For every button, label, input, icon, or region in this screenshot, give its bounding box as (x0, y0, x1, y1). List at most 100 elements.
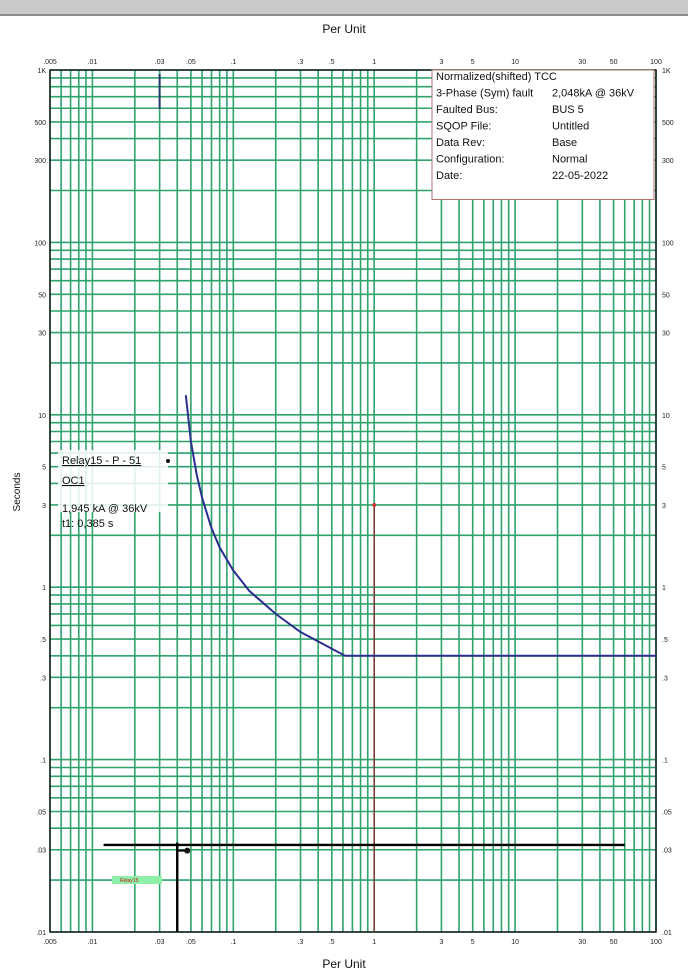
info-key: Date: (436, 170, 462, 182)
relay-name-dot (166, 459, 170, 463)
y-tick-label: 100 (34, 240, 46, 247)
info-value: Normal (552, 154, 587, 166)
x-tick-label: .03 (155, 939, 165, 946)
y-tick-label: 50 (38, 292, 46, 299)
x-tick-label: 50 (610, 59, 618, 66)
y-tick-label: 5 (662, 465, 666, 472)
y-tick-label: 30 (662, 331, 670, 338)
x-tick-label: 10 (511, 939, 519, 946)
y-tick-label: .03 (36, 848, 46, 855)
x-tick-label: .01 (88, 59, 98, 66)
relay-setting: OC1 (62, 475, 85, 487)
y-tick-label: 100 (662, 240, 674, 247)
y-tick-label: .05 (662, 809, 672, 816)
info-key: 3-Phase (Sym) fault (436, 88, 533, 100)
y-tick-label: 1K (37, 68, 46, 75)
x-tick-label: 30 (578, 59, 586, 66)
plot-border (49, 69, 657, 933)
info-value: 2,048kA @ 36kV (552, 88, 635, 100)
y-tick-label: 500 (34, 120, 46, 127)
x-tick-label: .5 (329, 939, 335, 946)
x-tick-label: .3 (298, 59, 304, 66)
y-tick-label: .05 (36, 809, 46, 816)
x-tick-label: 1 (372, 59, 376, 66)
y-tick-label: 30 (38, 331, 46, 338)
x-tick-label: 100 (650, 939, 662, 946)
fault-line-end-dot (372, 502, 377, 507)
x-tick-label: .5 (329, 59, 335, 66)
x-tick-label: .05 (186, 939, 196, 946)
y-tick-label: .3 (40, 675, 46, 682)
y-tick-label: .5 (40, 637, 46, 644)
relay-time: t1: 0,385 s (62, 518, 114, 530)
relay-name: Relay15 - P - 51 (62, 455, 141, 467)
x-tick-label: .1 (230, 939, 236, 946)
x-tick-label: 50 (610, 939, 618, 946)
y-tick-label: 10 (38, 413, 46, 420)
y-tick-label: 5 (42, 465, 46, 472)
info-box-frame (431, 69, 655, 200)
y-tick-label: 3 (662, 503, 666, 510)
info-value: BUS 5 (552, 104, 584, 116)
x-axis-title-bottom: Per Unit (322, 957, 366, 971)
y-tick-label: .1 (662, 758, 668, 765)
x-tick-label: .005 (43, 59, 57, 66)
y-tick-labels-right: 1K 500 300 100 50 30 10 5 3 1 .5 .3 .1 .05 .03 .01 (662, 68, 674, 937)
y-tick-label: 500 (662, 120, 674, 127)
plot-frame (49, 69, 657, 933)
window-top-border (0, 14, 688, 16)
y-tick-label: 1K (662, 68, 671, 75)
y-tick-label: 3 (42, 503, 46, 510)
pickup-dot (184, 847, 191, 854)
info-value: 22-05-2022 (552, 170, 608, 182)
relay-curve (184, 395, 656, 657)
y-tick-label: .01 (36, 930, 46, 937)
x-tick-label: .03 (155, 59, 165, 66)
relay-annotation-bg (58, 450, 168, 512)
y-tick-label: .5 (662, 637, 668, 644)
info-value: Base (552, 137, 577, 149)
relay-current: 1,945 kA @ 36kV (62, 503, 148, 515)
x-tick-label: 5 (471, 59, 475, 66)
x-tick-label: 100 (650, 59, 662, 66)
x-tick-label: .1 (230, 59, 236, 66)
series-layer (184, 395, 656, 657)
y-tick-labels-left: 1K 500 300 100 50 30 10 5 3 1 .5 .3 .1 .05 .03 .01 (34, 68, 46, 937)
window-top-bar (0, 0, 688, 14)
info-key: Normalized(shifted) TCC (436, 71, 557, 83)
y-tick-label: .3 (662, 675, 668, 682)
x-tick-label: .005 (43, 939, 57, 946)
info-key: SQOP File: (436, 121, 491, 133)
info-key: Faulted Bus: (436, 104, 498, 116)
relay-annotation: Relay15 - P - 51 OC1 1,945 kA @ 36kV t1: 0,… (58, 450, 170, 530)
x-tick-labels-bottom: .005 .01 .03 .05 .1 .3 .5 1 3 5 10 30 50 100 (43, 939, 662, 946)
info-key: Data Rev: (436, 137, 485, 149)
y-tick-label: 1 (42, 585, 46, 592)
x-tick-label: 10 (511, 59, 519, 66)
x-tick-label: 3 (439, 939, 443, 946)
y-axis-title: Seconds (12, 473, 23, 512)
x-tick-labels-top: .005 .01 .03 .05 .1 .3 .5 1 3 5 10 30 50 100 (43, 59, 662, 66)
y-tick-label: 10 (662, 413, 670, 420)
info-box: Normalized(shifted) TCC 3-Phase (Sym) fau… (431, 69, 655, 200)
info-value: Untitled (552, 121, 589, 133)
x-axis-title-top: Per Unit (322, 22, 366, 36)
chart-markers: Relay15 (103, 74, 625, 932)
y-tick-label: .01 (662, 930, 672, 937)
x-tick-label: .01 (88, 939, 98, 946)
y-tick-label: 1 (662, 585, 666, 592)
x-tick-label: 30 (578, 939, 586, 946)
x-tick-label: 5 (471, 939, 475, 946)
y-tick-label: 50 (662, 292, 670, 299)
y-tick-label: .03 (662, 848, 672, 855)
small-legend-box (112, 876, 162, 884)
y-tick-label: 300 (34, 158, 46, 165)
x-tick-label: 3 (439, 59, 443, 66)
x-tick-label: .05 (186, 59, 196, 66)
x-tick-label: .3 (298, 939, 304, 946)
small-legend-label: Relay15 (120, 878, 139, 884)
y-tick-label: 300 (662, 158, 674, 165)
info-key: Configuration: (436, 154, 505, 166)
x-tick-label: 1 (372, 939, 376, 946)
